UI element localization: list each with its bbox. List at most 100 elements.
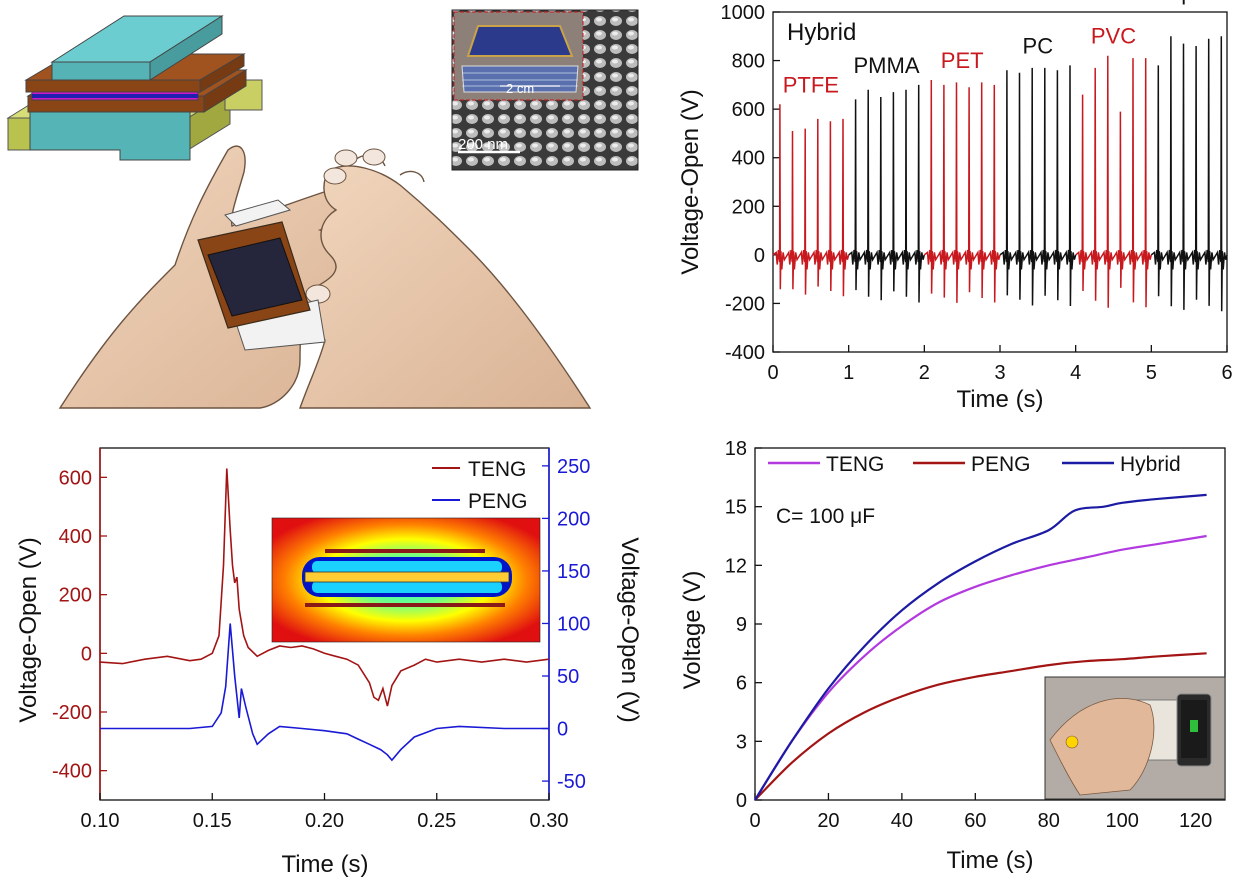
right-y-axis-title: Voltage-Open (V) [616, 537, 643, 722]
x-axis-title: Time (s) [946, 847, 1033, 874]
legend-label-peng: PENG [971, 453, 1031, 476]
y-axis-tick-label: -400 [725, 342, 765, 364]
legend: TENG PENG [432, 458, 528, 513]
material-label-pet: PET [941, 48, 984, 73]
x-axis-tick-label: 0 [749, 810, 760, 832]
fingernail-icon [334, 149, 358, 167]
x-axis-title: Time (s) [281, 851, 368, 878]
trace-segment-pmma [848, 84, 926, 303]
phone-photo-inset [1044, 676, 1226, 800]
trace-segment-pet [923, 79, 1001, 303]
capacitance-label: C= 100 μF [776, 505, 875, 528]
device-illustration [6, 15, 592, 409]
right-y-axis-tick-label: 250 [557, 456, 590, 478]
x-axis-tick-label: 60 [964, 810, 986, 832]
series-hybrid [754, 493, 1207, 801]
fingernail-icon [323, 167, 347, 185]
y-axis-tick-label: 3 [736, 731, 747, 753]
teng-peng-chart: 0.10 0.15 0.20 0.25 0.30 -400 -200 0 200 400 600 -5… [15, 447, 643, 878]
x-axis-tick-label: 100 [1106, 810, 1139, 832]
y-axis-tick-label: 600 [732, 99, 765, 121]
left-y-axis-tick-label: -200 [52, 702, 92, 724]
material-label-pc: PC [1023, 33, 1054, 58]
legend-label-hybrid: Hybrid [1120, 453, 1181, 476]
x-axis-title: Time (s) [956, 386, 1043, 413]
x-axis-tick-label: 0.15 [193, 810, 232, 832]
left-y-axis-tick-label: 600 [59, 467, 92, 489]
right-y-axis-tick-label: -50 [557, 771, 586, 793]
trace-segment-kapton [1150, 36, 1228, 312]
series-peng [754, 652, 1207, 801]
trace-segment-pvc [1075, 55, 1153, 308]
right-y-axis-tick-label: 0 [557, 719, 568, 741]
hands-drawing [58, 145, 592, 409]
y-axis-title: Voltage (V) [679, 571, 706, 690]
right-y-axis-tick-label: 50 [557, 666, 579, 688]
material-label-ptfe: PTFE [783, 72, 839, 97]
trace-segment-ptfe [772, 104, 850, 297]
y-axis-tick-label: 6 [736, 673, 747, 695]
hybrid-label: Hybrid [787, 19, 856, 46]
y-axis-tick-label: 9 [736, 614, 747, 636]
legend-label-peng: PENG [468, 490, 528, 513]
sem-scale-label: 200 nm [458, 136, 508, 153]
y-axis-title: Voltage-Open (V) [677, 89, 704, 274]
y-axis-tick-label: 200 [732, 196, 765, 218]
legend-label-teng: TENG [468, 458, 526, 481]
x-axis-tick-label: 120 [1179, 810, 1212, 832]
fingernail-icon [362, 148, 386, 166]
x-axis-tick-label: 6 [1221, 362, 1232, 384]
y-axis-tick-label: 18 [725, 438, 747, 460]
x-axis-tick-label: 0.25 [417, 810, 456, 832]
left-y-axis-tick-label: 400 [59, 526, 92, 548]
left-y-axis-title: Voltage-Open (V) [15, 537, 42, 722]
left-y-axis-tick-label: 200 [59, 585, 92, 607]
axis-ticks: 0 20 40 60 80 100 120 0 3 6 9 12 15 18 [725, 438, 1213, 832]
voltage-traces [99, 468, 550, 762]
voltage-trace [772, 36, 1228, 312]
right-y-axis-tick-label: 100 [557, 613, 590, 635]
x-axis-tick-label: 0.10 [81, 810, 120, 832]
x-axis-tick-label: 80 [1038, 810, 1060, 832]
axis-ticks: 0.10 0.15 0.20 0.25 0.30 -400 -200 0 200 400 600 -5… [52, 456, 590, 832]
device-stack-drawing [6, 15, 263, 161]
x-axis-tick-label: 0 [767, 362, 778, 384]
device-in-hand [197, 199, 326, 351]
y-axis-tick-label: 800 [732, 51, 765, 73]
legend-label-teng: TENG [826, 453, 884, 476]
material-label-kapton: Kapton [1154, 0, 1224, 5]
series-teng [99, 468, 550, 707]
simulation-inset [271, 517, 541, 643]
y-axis-tick-label: 0 [736, 790, 747, 812]
y-axis-tick-label: 12 [725, 555, 747, 577]
x-axis-tick-label: 0.20 [305, 810, 344, 832]
x-axis-tick-label: 0.30 [530, 810, 569, 832]
left-y-axis-tick-label: -400 [52, 761, 92, 783]
x-axis-tick-label: 3 [994, 362, 1005, 384]
y-axis-tick-label: 400 [732, 148, 765, 170]
sem-inset: 2 cm 200 nm [451, 9, 639, 171]
left-y-axis-tick-label: 0 [81, 643, 92, 665]
x-axis-tick-label: 4 [1070, 362, 1081, 384]
capacitor-charging-chart: 0 20 40 60 80 100 120 0 3 6 9 12 15 18 TENG PENG Hybr… [679, 438, 1226, 874]
x-axis-tick-label: 40 [891, 810, 913, 832]
x-axis-tick-label: 5 [1146, 362, 1157, 384]
photo-scale-label: 2 cm [506, 81, 534, 96]
x-axis-tick-label: 1 [843, 362, 854, 384]
legend: TENG PENG Hybrid [768, 453, 1181, 476]
material-label-pvc: PVC [1091, 24, 1136, 49]
trace-segment-pc [999, 65, 1077, 307]
right-y-axis-tick-label: 150 [557, 561, 590, 583]
material-labels: PTFE PMMA PET PC PVC Kapton [783, 0, 1224, 97]
series-teng [754, 534, 1207, 801]
y-axis-tick-label: -200 [725, 293, 765, 315]
axis-ticks: 0 1 2 3 4 5 6 -400 -200 0 200 400 600 800 1000 [721, 2, 1233, 384]
y-axis-tick-label: 1000 [721, 2, 766, 24]
series-peng [100, 623, 549, 762]
right-y-axis-tick-label: 200 [557, 508, 590, 530]
y-axis-tick-label: 0 [754, 245, 765, 267]
charging-curves [754, 493, 1207, 801]
material-label-pmma: PMMA [854, 53, 920, 78]
